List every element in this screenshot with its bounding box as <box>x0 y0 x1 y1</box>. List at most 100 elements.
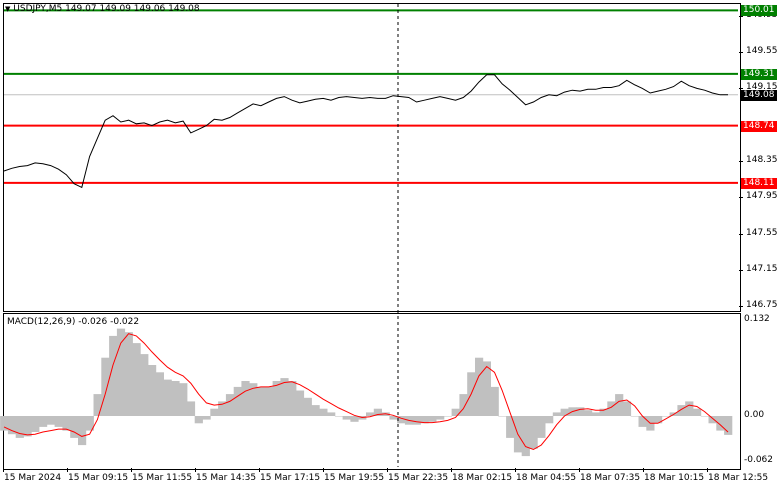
price-axis-tick <box>739 306 743 308</box>
macd-histogram-bar <box>163 379 172 416</box>
macd-histogram-bar <box>708 416 717 424</box>
time-axis-tick <box>579 468 580 472</box>
price-axis-tick <box>739 233 743 235</box>
triangle-down-icon[interactable]: ▼ <box>5 5 11 13</box>
symbol-header: ▼ USDJPY,M5 149.07 149.09 149.06 149.08 <box>5 4 200 14</box>
price-axis-tick <box>739 197 743 199</box>
macd-histogram-bar <box>334 416 344 417</box>
macd-histogram-bar <box>482 361 491 416</box>
macd-histogram-bar <box>194 416 203 424</box>
time-axis-label: 15 Mar 19:55 <box>324 473 385 483</box>
time-axis-label: 18 Mar 04:55 <box>516 473 577 483</box>
time-axis-label: 18 Mar 02:15 <box>452 473 513 483</box>
price-axis-tick <box>739 88 743 90</box>
macd-histogram-bar <box>23 416 32 437</box>
macd-histogram-bar <box>257 386 266 416</box>
macd-histogram-bar <box>576 407 585 416</box>
macd-histogram-bar <box>475 357 484 416</box>
macd-histogram-bar <box>373 408 382 416</box>
macd-histogram-bar <box>630 416 639 417</box>
macd-histogram-bar <box>615 394 624 416</box>
price-pane[interactable] <box>3 3 741 312</box>
time-axis-label: 18 Mar 07:35 <box>580 473 641 483</box>
price-axis-label: 149.15 <box>746 82 778 93</box>
macd-axis-label: -0.062 <box>744 455 774 466</box>
price-level-tag: 148.74 <box>741 120 777 132</box>
macd-histogram-bar <box>31 416 40 432</box>
macd-histogram-bar <box>288 381 297 416</box>
macd-histogram-bar <box>412 416 421 425</box>
macd-histogram-bar <box>218 401 227 416</box>
macd-histogram-bar <box>249 383 258 416</box>
price-axis-label: 147.55 <box>746 227 778 238</box>
macd-histogram-bar <box>700 416 709 417</box>
macd-histogram-bar <box>54 416 63 427</box>
macd-histogram-bar <box>716 416 725 431</box>
time-axis-label: 15 Mar 11:55 <box>132 473 193 483</box>
macd-histogram-bar <box>202 416 211 420</box>
macd-histogram-bar <box>327 412 336 416</box>
price-axis-tick <box>739 161 743 163</box>
macd-histogram-bar <box>724 416 733 435</box>
time-axis-tick <box>259 468 260 472</box>
macd-histogram-bar <box>62 416 71 431</box>
macd-histogram-bar <box>140 354 149 416</box>
time-axis-tick <box>3 468 4 472</box>
price-axis-tick <box>739 52 743 54</box>
macd-histogram-bar <box>490 386 499 416</box>
macd-histogram-bar <box>155 372 164 416</box>
macd-histogram-bar <box>303 397 312 416</box>
price-axis-label: 146.75 <box>746 300 778 311</box>
price-level-tag: 150.01 <box>741 5 777 17</box>
macd-histogram-bar <box>46 416 55 425</box>
time-axis-label: 15 Mar 17:15 <box>260 473 321 483</box>
macd-histogram-bar <box>15 416 24 438</box>
macd-histogram-bar <box>319 408 328 416</box>
macd-histogram-bar <box>295 390 305 416</box>
macd-histogram-bar <box>529 416 538 449</box>
macd-histogram-bar <box>350 416 359 422</box>
price-axis-label: 147.95 <box>746 191 778 202</box>
macd-histogram-bar <box>78 416 87 446</box>
macd-histogram-bar <box>93 394 102 416</box>
macd-histogram-bar <box>233 386 242 416</box>
macd-histogram-bar <box>661 416 670 417</box>
macd-histogram-bar <box>506 416 515 438</box>
macd-histogram-bar <box>521 416 530 457</box>
macd-histogram-bar <box>7 416 17 435</box>
macd-histogram-bar <box>70 416 79 438</box>
macd-histogram-bar <box>685 401 694 416</box>
macd-histogram-bar <box>225 394 235 416</box>
macd-histogram-bar <box>693 408 702 416</box>
macd-histogram-bar <box>397 416 406 424</box>
time-axis-tick <box>643 468 644 472</box>
macd-histogram-bar <box>311 405 320 416</box>
macd-histogram-bar <box>537 416 546 438</box>
macd-histogram-bar <box>85 416 94 431</box>
macd-histogram-bar <box>552 412 561 416</box>
macd-histogram-bar <box>560 408 569 416</box>
price-axis-label: 148.35 <box>746 155 778 166</box>
macd-histogram-bar <box>148 365 157 416</box>
time-axis-label: 18 Mar 12:55 <box>708 473 769 483</box>
macd-histogram-bar <box>101 357 110 416</box>
macd-histogram-bar <box>420 416 429 424</box>
macd-histogram-bar <box>622 401 632 416</box>
symbol-header-text: USDJPY,M5 149.07 149.09 149.06 149.08 <box>13 4 200 14</box>
macd-histogram-bar <box>124 332 133 416</box>
macd-histogram-bar <box>654 416 663 424</box>
time-axis-tick <box>323 468 324 472</box>
macd-histogram-bar <box>584 410 593 416</box>
macd-histogram-bar <box>109 335 118 416</box>
price-level-tag: 149.31 <box>741 68 777 80</box>
macd-histogram-bar <box>264 386 273 416</box>
time-axis-tick <box>131 468 132 472</box>
macd-histogram-bar <box>451 408 460 416</box>
time-axis-label: 15 Mar 2024 <box>4 473 62 483</box>
macd-histogram-bar <box>366 412 375 416</box>
time-axis-tick <box>451 468 452 472</box>
macd-axis-label: 0.00 <box>744 410 765 420</box>
time-axis-label: 15 Mar 14:35 <box>196 473 257 483</box>
time-axis-label: 15 Mar 09:15 <box>68 473 129 483</box>
macd-histogram-bar <box>607 401 616 416</box>
